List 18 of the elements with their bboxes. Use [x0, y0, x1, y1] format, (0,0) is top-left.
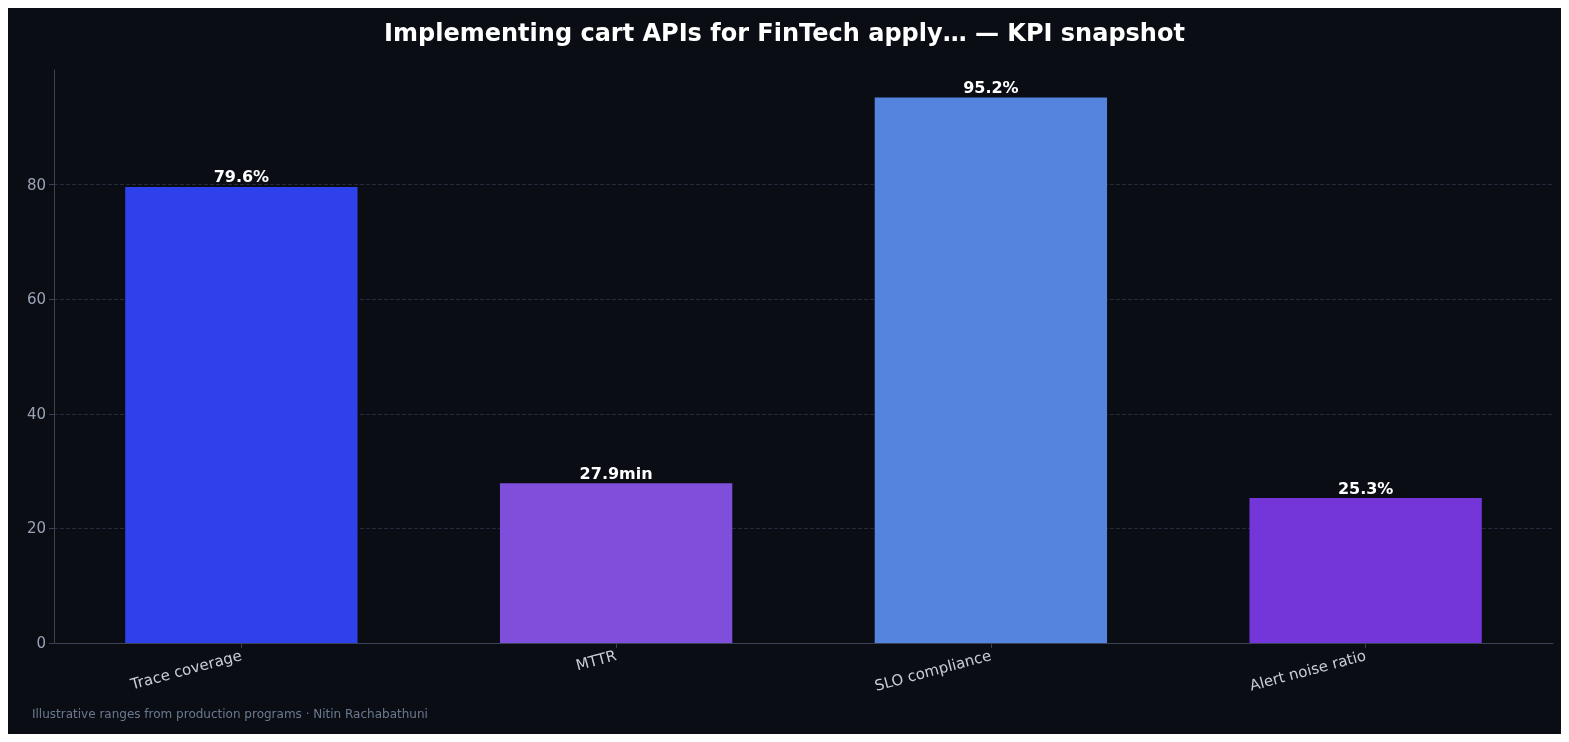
y-tick-label: 40 [26, 404, 46, 423]
data-label: 79.6% [213, 167, 270, 187]
y-tick-label: 20 [26, 519, 46, 538]
bar [1249, 498, 1482, 643]
y-tick-label: 60 [26, 290, 46, 309]
y-tick-label: 0 [36, 634, 46, 652]
x-tick-label: Trace coverage [127, 646, 244, 694]
bar [499, 483, 733, 643]
data-label: 25.3% [1337, 478, 1394, 498]
data-label: 95.2% [963, 78, 1019, 97]
text: Illustrative ranges from production programs · Nitin Rachabathuni [32, 707, 428, 721]
bar [125, 186, 358, 643]
y-tick-label: 80 [26, 175, 46, 194]
chart-title: Implementing cart APIs for FinTech apply… — KPI snapshot [384, 19, 1185, 47]
x-tick-label: Alert noise ratio [1247, 646, 1368, 695]
bar [874, 97, 1108, 643]
x-tick-label: MTTR [573, 646, 619, 675]
data-label: 27.9min [579, 463, 653, 483]
